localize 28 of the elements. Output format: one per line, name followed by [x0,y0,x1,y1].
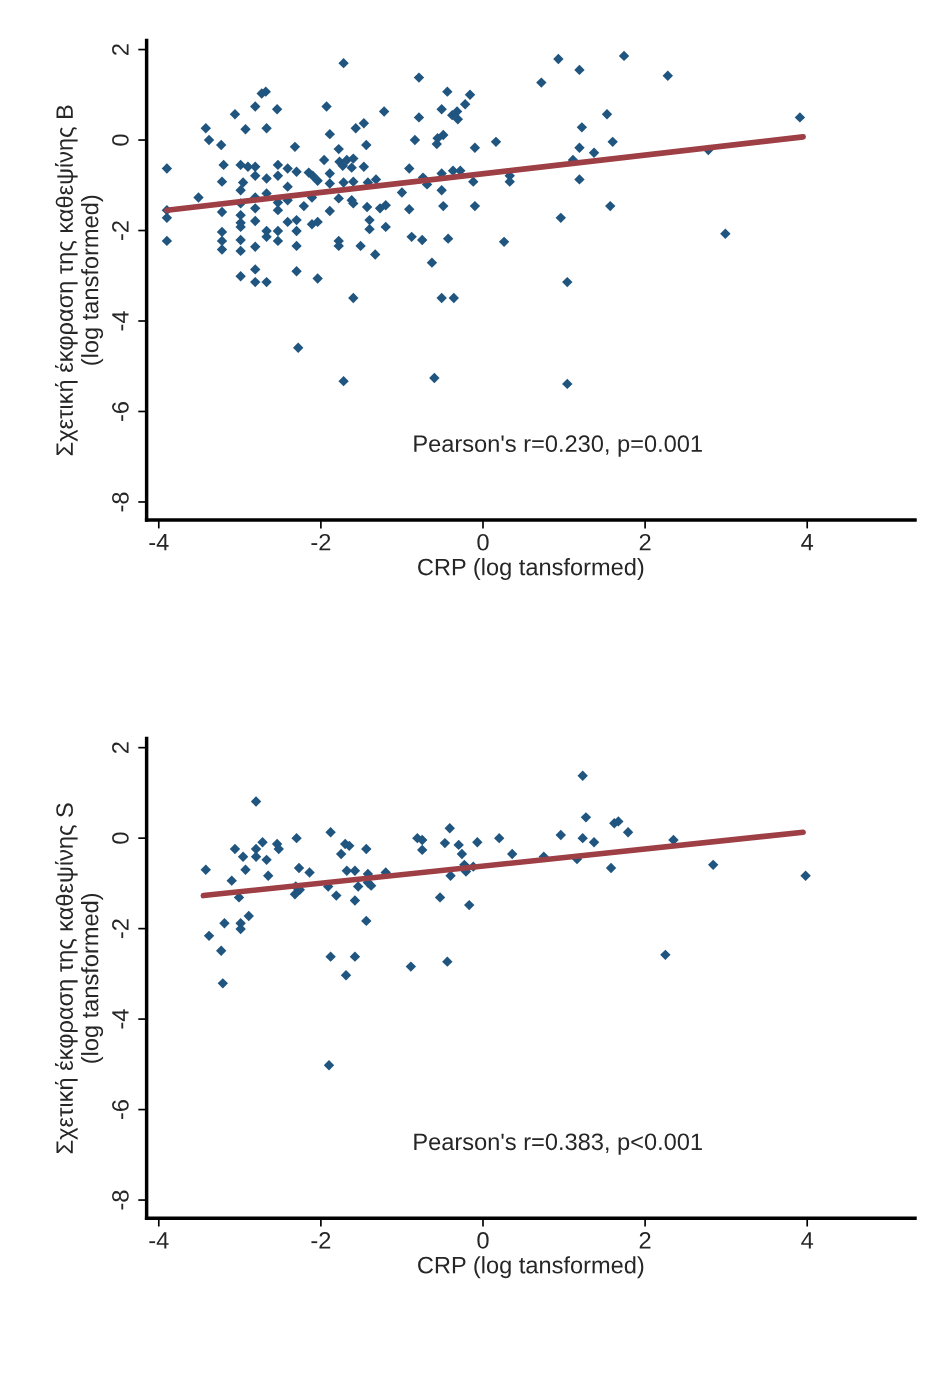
y-tick-label: -8 [112,1190,129,1210]
x-tick-label: -2 [311,533,331,551]
x-tick-label: 4 [801,1232,814,1249]
y-tick-label: 2 [112,44,129,55]
annotation: Pearson's r=0.383, p<0.001 [414,1133,702,1155]
y-tick-label: -8 [112,492,129,512]
x-tick-label: 2 [639,533,651,551]
x-tick-label: -4 [149,534,169,551]
y-tick-label: 0 [112,832,129,844]
x-tick-label: -4 [149,1232,169,1249]
y-tick-label: -6 [112,402,129,421]
x-tick-label: 0 [477,1231,489,1249]
y-tick-label: -4 [112,1009,129,1029]
y-axis-title: Σχετική έκφραση της καθεψίνης S (log tansformed) [54,803,104,1154]
x-tick-label: 2 [639,1231,651,1249]
y-tick-label: -2 [112,919,129,939]
x-tick-label: 0 [477,533,489,551]
x-tick-label: 4 [801,534,814,551]
y-tick-label: -2 [112,221,129,240]
y-tick-label: 0 [112,134,129,146]
y-tick-label: -6 [112,1100,129,1120]
x-tick-label: -2 [311,1231,331,1249]
x-axis-title: CRP (log tansformed) [418,558,644,581]
annotation: Pearson's r=0.230, p=0.001 [414,435,702,457]
y-tick-label: -4 [112,311,129,331]
y-tick-label: 2 [112,742,129,754]
y-axis-title: Σχετική έκφραση της καθεψίνης B (log tansformed) [54,105,104,456]
x-axis-title: CRP (log tansformed) [418,1256,644,1279]
